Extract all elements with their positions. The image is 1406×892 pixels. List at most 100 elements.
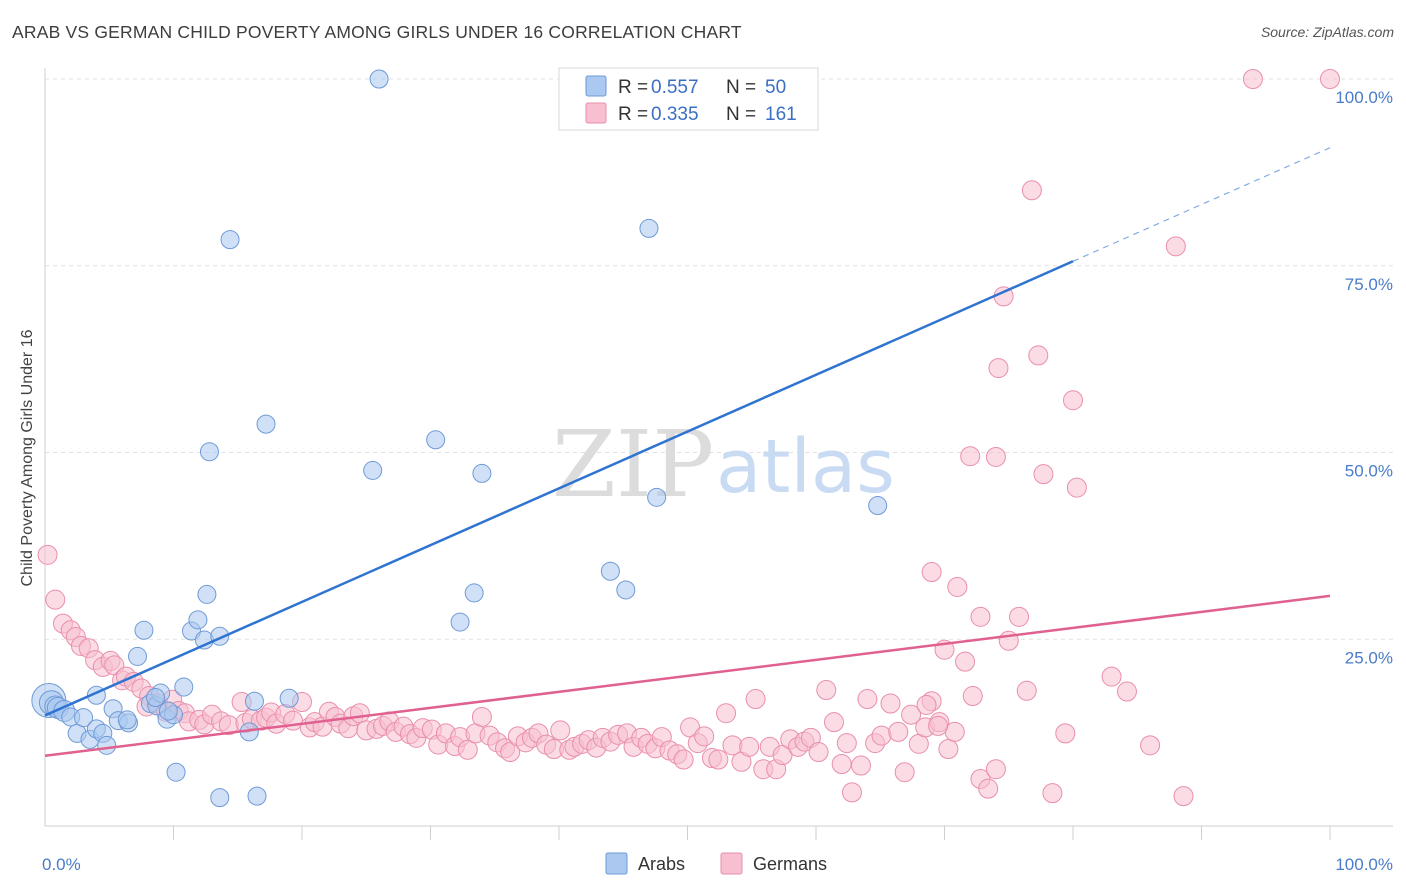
german-point [944, 721, 965, 742]
arab-point [158, 701, 178, 721]
tick-labels: 25.0% 50.0% 75.0% 100.0% 0.0% 100.0% [42, 88, 1393, 874]
bottom-legend-germans-label: Germans [753, 854, 827, 874]
trendlines [44, 147, 1331, 758]
german-point [1042, 783, 1063, 804]
arab-point [210, 788, 230, 808]
german-point [871, 725, 892, 746]
german-point [816, 680, 837, 701]
german-point [1009, 606, 1030, 627]
german-point [850, 755, 871, 776]
german-point [1242, 69, 1263, 89]
german-point [283, 710, 304, 731]
german-point [673, 749, 694, 770]
legend-arabs-r-label: R = [618, 77, 648, 98]
arab-point [426, 430, 446, 450]
arab-point [639, 218, 659, 238]
bottom-legend: Arabs Germans [605, 852, 827, 875]
arab-point [256, 414, 276, 434]
arab-point [369, 69, 389, 89]
y-tick-label: 75.0% [1345, 275, 1393, 294]
arab-point [244, 691, 264, 711]
german-point [901, 704, 922, 725]
german-point [960, 446, 981, 467]
german-point [894, 762, 915, 783]
german-point [1066, 477, 1087, 498]
german-point [947, 576, 968, 597]
german-point [1021, 180, 1042, 201]
german-point [857, 689, 878, 710]
german-point [962, 686, 983, 707]
german-point [978, 778, 999, 799]
x-tick-label: 0.0% [42, 855, 81, 874]
arab-point [363, 460, 383, 480]
arab-point [616, 580, 636, 600]
legend-arabs-n-value: 50 [765, 77, 786, 98]
german-point [45, 589, 66, 610]
arab-point [128, 646, 148, 666]
german-point [836, 733, 857, 754]
arab-point [600, 561, 620, 581]
grid-lines [45, 78, 1393, 640]
german-point [938, 739, 959, 760]
arab-point [220, 230, 240, 250]
legend-germans-n-value: 161 [765, 104, 797, 125]
top-legend: R = 0.557 N = 50 R = 0.335 N = 161 [558, 67, 819, 131]
german-point [471, 706, 492, 727]
german-point [955, 651, 976, 672]
arab-point [868, 496, 888, 516]
arab-point [647, 487, 667, 507]
arab-point [199, 442, 219, 462]
german-point [985, 759, 1006, 780]
german-point [823, 712, 844, 733]
german-point [37, 544, 58, 565]
legend-arabs-n-label: N = [726, 77, 756, 98]
german-point [808, 742, 829, 763]
legend-germans-swatch [585, 102, 607, 124]
german-point [1033, 464, 1054, 485]
chart-title: ARAB VS GERMAN CHILD POVERTY AMONG GIRLS… [12, 22, 742, 42]
x-tick-label: 100.0% [1335, 855, 1393, 874]
arab-point [174, 677, 194, 697]
arab-point [117, 710, 137, 730]
german-point [888, 721, 909, 742]
german-point [1173, 786, 1194, 807]
legend-germans-r-label: R = [618, 104, 648, 125]
bottom-legend-germans-swatch [720, 852, 743, 875]
german-point [1063, 390, 1083, 411]
german-point [1320, 69, 1340, 89]
legend-germans-r-value: 0.335 [651, 104, 699, 125]
german-point [1165, 236, 1186, 257]
arab-point [188, 610, 208, 630]
arabs-trendline-extension [1072, 147, 1331, 262]
y-tick-label: 25.0% [1345, 648, 1393, 667]
german-point [1055, 723, 1076, 744]
german-point [739, 736, 760, 757]
german-point [745, 689, 766, 710]
legend-germans-n-label: N = [726, 104, 756, 125]
y-tick-label: 100.0% [1335, 88, 1393, 107]
german-point [722, 735, 743, 756]
arab-point [197, 584, 217, 604]
german-point [988, 358, 1009, 379]
arab-point [464, 583, 484, 603]
watermark-zip: ZIP [552, 411, 714, 518]
arab-point [472, 463, 492, 483]
legend-arabs-r-value: 0.557 [651, 77, 699, 98]
german-point [1028, 345, 1049, 366]
german-point [694, 726, 715, 747]
watermark-atlas: atlas [716, 424, 895, 510]
germans-trendline [44, 594, 1331, 758]
german-point [716, 703, 737, 724]
german-point [970, 606, 991, 627]
german-point [457, 739, 478, 760]
arab-point [146, 688, 166, 708]
arab-point [74, 708, 94, 728]
arab-point [134, 620, 154, 640]
arab-point [279, 688, 299, 708]
arab-point [166, 762, 186, 782]
german-point [1116, 681, 1137, 702]
bottom-legend-arabs-swatch [605, 852, 628, 875]
german-point [928, 715, 949, 736]
german-point [1101, 666, 1122, 687]
